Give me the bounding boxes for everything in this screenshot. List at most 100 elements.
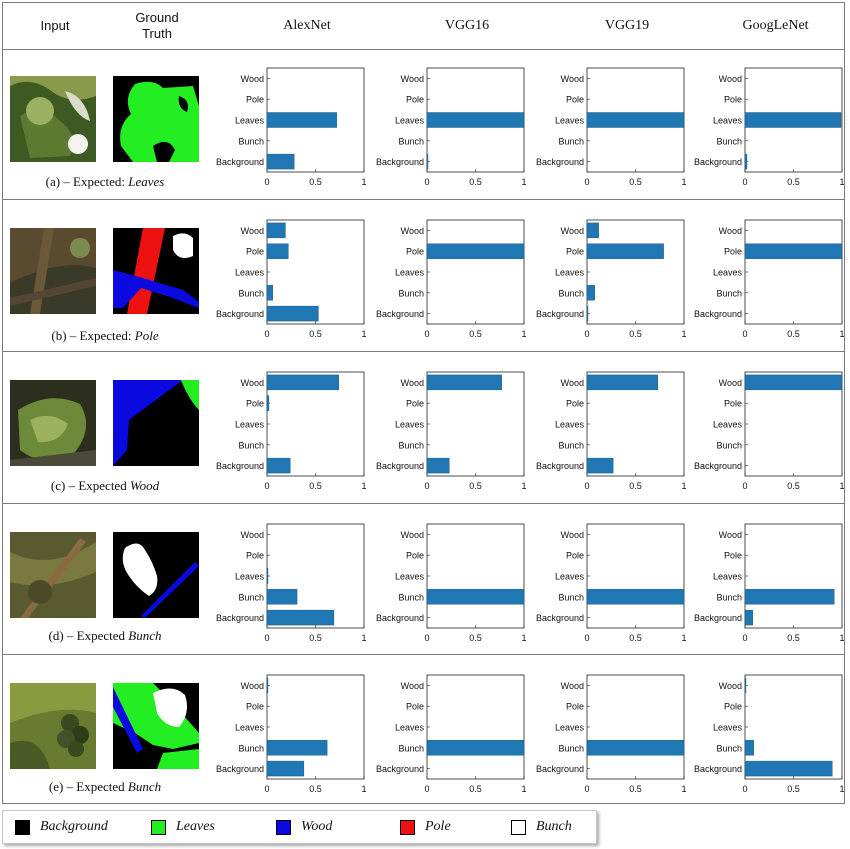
chart-a-googlenet-bar (744, 153, 748, 170)
chart-b-alexnet-bar (266, 285, 274, 301)
chart-a-alexnet-x-tick-label: 0 (264, 177, 269, 187)
chart-d-vgg16-category-label: Wood (401, 530, 424, 540)
ground-truth-image-d (113, 532, 199, 618)
chart-c-vgg16-category-label: Background (376, 461, 424, 471)
chart-c-vgg19-bar (586, 457, 614, 474)
header-divider (3, 49, 844, 50)
chart-e-vgg19-category-label: Leaves (555, 723, 585, 733)
row-divider-3 (3, 503, 844, 504)
caption-a: (a) – Expected: Leaves (5, 174, 205, 190)
chart-b-vgg16-x-tick-label: 0 (424, 329, 429, 339)
chart-b-alexnet-bar (266, 305, 319, 322)
chart-c-vgg16-category-label: Bunch (398, 440, 424, 450)
chart-d-alexnet-category-label: Leaves (235, 572, 265, 582)
chart-e-alexnet-category-label: Wood (241, 681, 264, 691)
header-ground-truth-line2: Truth (142, 26, 172, 41)
chart-e-alexnet-x-tick-label: 0 (264, 784, 269, 794)
legend-item-leaves: Leaves (151, 818, 215, 836)
chart-a-vgg19-x-tick-label: 0 (584, 177, 589, 187)
caption-e-prefix: (e) – Expected (48, 779, 128, 794)
ground-truth-image-e (113, 683, 199, 769)
chart-b-googlenet-category-label: Pole (724, 247, 742, 257)
chart-e-vgg19-plot-area (586, 674, 685, 780)
legend-item-background: Background (15, 818, 108, 836)
chart-b-alexnet-category-label: Bunch (238, 288, 264, 298)
chart-b-alexnet-bar (266, 222, 286, 239)
chart-a-vgg19-category-label: Pole (566, 95, 584, 105)
chart-d-googlenet-x-tick-label: 0 (742, 633, 747, 643)
chart-d-alexnet-category-label: Bunch (238, 592, 264, 602)
chart-a-vgg19-x-tick-label: 0.5 (629, 177, 642, 187)
chart-b-vgg19-plot-area (586, 219, 685, 325)
chart-d-vgg19-x-tick-label: 0.5 (629, 633, 642, 643)
chart-c-vgg19-category-label: Pole (566, 399, 584, 409)
chart-a-vgg19-category-label: Bunch (558, 136, 584, 146)
chart-e-vgg16-x-tick-label: 1 (521, 784, 526, 794)
chart-b-vgg16-x-tick-label: 1 (521, 329, 526, 339)
chart-a-alexnet-category-label: Background (216, 157, 264, 167)
chart-a-googlenet-category-label: Bunch (716, 136, 742, 146)
caption-e: (e) – Expected Bunch (5, 779, 205, 795)
legend-item-bunch: Bunch (511, 818, 572, 836)
chart-c-alexnet-category-label: Wood (241, 378, 264, 388)
chart-a-googlenet-x-tick-label: 1 (839, 177, 844, 187)
header-vgg16: VGG16 (444, 18, 490, 33)
caption-b: (b) – Expected: Pole (5, 328, 205, 344)
chart-e-vgg16-category-label: Pole (406, 702, 424, 712)
chart-c-googlenet-category-label: Leaves (713, 420, 743, 430)
chart-a-vgg16-bar (426, 112, 525, 128)
input-image-e (10, 683, 96, 769)
chart-c-vgg16-x-tick-label: 0.5 (469, 481, 482, 491)
chart-b-googlenet-x-tick-label: 1 (839, 329, 844, 339)
result-row-e: (e) – Expected Bunch Wood Pole Leaves Bunch… (3, 655, 845, 804)
chart-c-alexnet-bar (266, 457, 291, 474)
chart-b-alexnet-category-label: Pole (246, 247, 264, 257)
chart-a-vgg16-category-label: Background (376, 157, 424, 167)
chart-d-googlenet-category-label: Leaves (713, 572, 743, 582)
chart-a-googlenet-x-tick-label: 0 (742, 177, 747, 187)
chart-c-googlenet-category-label: Wood (719, 378, 742, 388)
chart-b-vgg16-plot-area (426, 219, 525, 325)
chart-e-googlenet-bar (744, 677, 747, 694)
chart-a-vgg19-category-label: Wood (561, 74, 584, 84)
chart-c-vgg19-category-label: Bunch (558, 440, 584, 450)
caption-c-prefix: (c) – Expected (50, 478, 130, 493)
header-googlenet: GoogLeNet (742, 18, 809, 33)
chart-d-vgg16-category-label: Background (376, 613, 424, 623)
chart-c-vgg19-x-tick-label: 0 (584, 481, 589, 491)
legend-label-bunch: Bunch (536, 819, 572, 834)
chart-c-alexnet-x-tick-label: 0 (264, 481, 269, 491)
chart-b-vgg19-category-label: Bunch (558, 288, 584, 298)
caption-e-label: Bunch (127, 779, 162, 794)
chart-d-vgg19-category-label: Leaves (555, 572, 585, 582)
chart-d-alexnet-bar (266, 609, 335, 626)
chart-a-vgg19-x-tick-label: 1 (681, 177, 686, 187)
chart-d-googlenet-x-tick-label: 1 (839, 633, 844, 643)
chart-e-vgg19-bar (586, 740, 685, 756)
chart-c-vgg16-category-label: Leaves (395, 420, 425, 430)
chart-e-vgg16-bar (426, 740, 525, 756)
chart-b-googlenet-category-label: Leaves (713, 268, 743, 278)
legend-label-pole: Pole (425, 819, 451, 834)
chart-d-vgg16-category-label: Leaves (395, 572, 425, 582)
chart-e-vgg16-x-tick-label: 0.5 (469, 784, 482, 794)
chart-e-alexnet-bar (266, 760, 305, 777)
chart-d-vgg19-category-label: Wood (561, 530, 584, 540)
chart-a-alexnet-bar (266, 112, 338, 128)
chart-d-alexnet-x-tick-label: 0 (264, 633, 269, 643)
chart-b-vgg16-category-label: Leaves (395, 268, 425, 278)
chart-e-googlenet-category-label: Background (694, 764, 742, 774)
chart-e-googlenet-x-tick-label: 0 (742, 784, 747, 794)
